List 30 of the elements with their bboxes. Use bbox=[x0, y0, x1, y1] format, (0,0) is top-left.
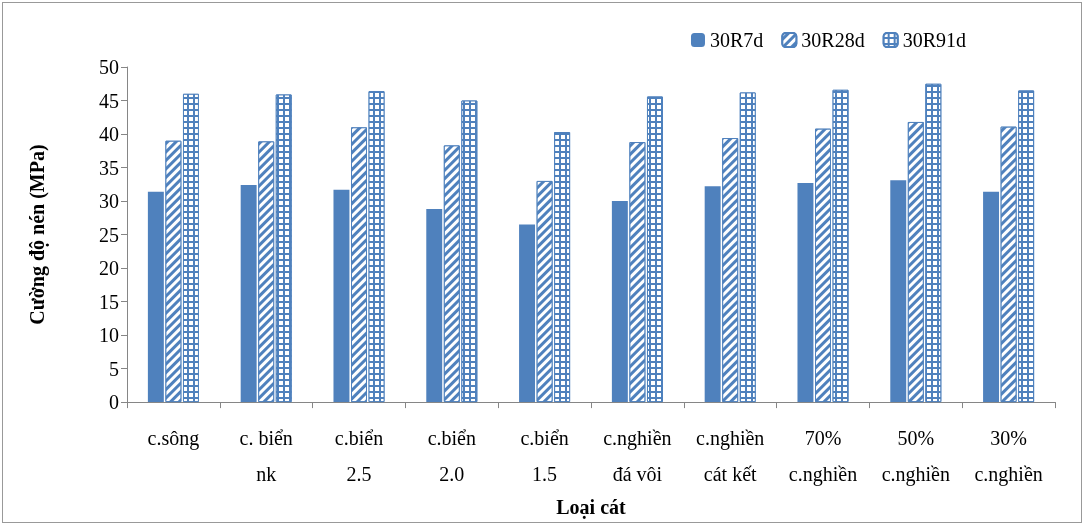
bar bbox=[426, 209, 443, 403]
x-tick-label: c. biển nk bbox=[239, 427, 293, 486]
y-tick-label: 15 bbox=[99, 290, 119, 313]
legend-label: 30R7d bbox=[709, 29, 764, 51]
y-tick-label: 45 bbox=[99, 89, 119, 112]
x-tick-label: c.nghiền cát kết bbox=[696, 427, 765, 486]
x-tick-label: 30% c.nghiền bbox=[974, 427, 1043, 487]
y-tick-label: 5 bbox=[109, 357, 119, 380]
y-tick-label: 40 bbox=[99, 123, 119, 146]
y-tick-label: 35 bbox=[99, 156, 119, 179]
x-tick-label: c.biển 1.5 bbox=[520, 427, 569, 486]
y-tick-label: 0 bbox=[109, 391, 119, 414]
x-tick-label: 50% c.nghiền bbox=[881, 427, 950, 487]
y-tick-label: 25 bbox=[99, 223, 119, 246]
y-axis-title: Cường độ nén (MPa) bbox=[26, 144, 49, 325]
y-tick-label: 10 bbox=[99, 324, 119, 347]
bar bbox=[333, 189, 350, 403]
bar bbox=[890, 180, 907, 403]
x-tick-label: c.biển 2.0 bbox=[427, 427, 476, 486]
x-tick-label: 70% c.nghiền bbox=[788, 427, 858, 487]
y-tick-label: 50 bbox=[99, 56, 119, 78]
y-tick-label: 20 bbox=[99, 257, 119, 280]
legend-label: 30R28d bbox=[801, 29, 865, 51]
x-tick-label: c.sông bbox=[147, 427, 200, 451]
x-tick-label: c.biển 2.5 bbox=[334, 427, 384, 486]
legend-label: 30R91d bbox=[902, 29, 966, 51]
x-tick-label: c.nghiền đá vôi bbox=[603, 427, 672, 486]
x-axis-title: Loại cát bbox=[556, 496, 627, 519]
y-tick-label: 30 bbox=[99, 190, 119, 213]
bar bbox=[797, 182, 814, 403]
